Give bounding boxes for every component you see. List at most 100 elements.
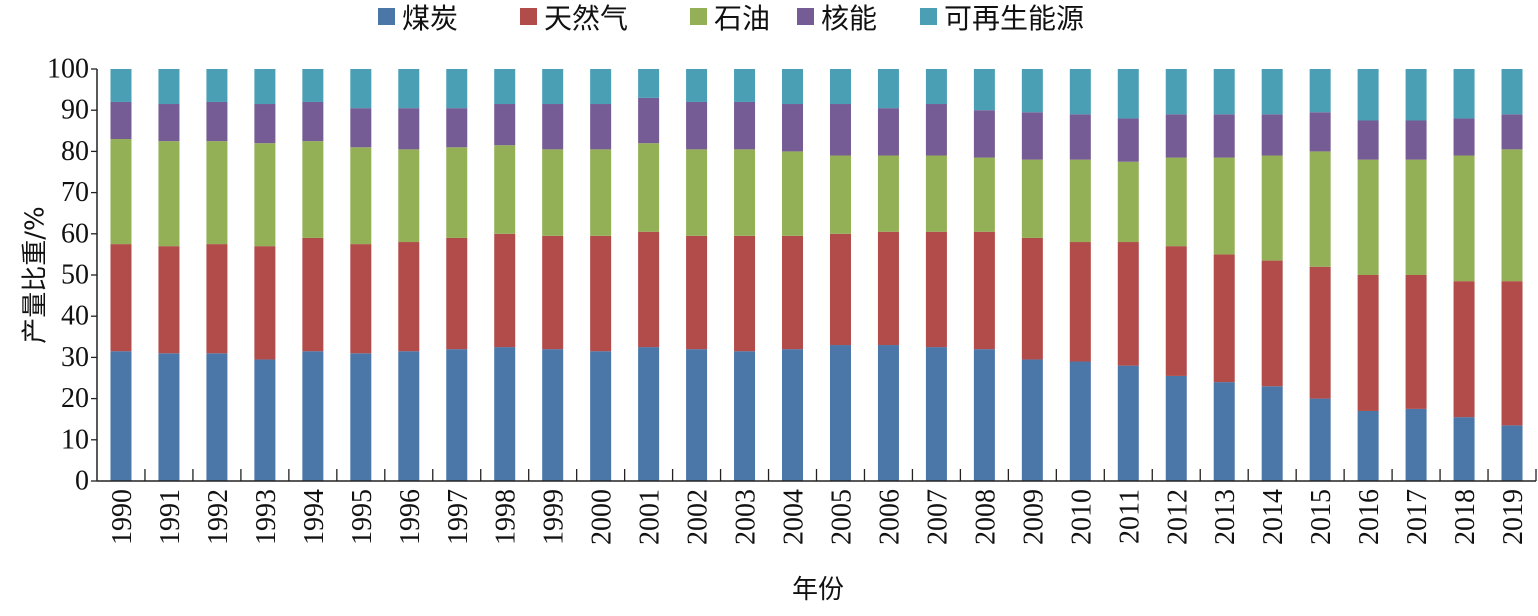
bar-segment-3-1997: [446, 108, 468, 148]
bar-segment-0-2010: [1069, 361, 1091, 481]
legend-label: 核能: [821, 2, 877, 35]
bar-segment-1-1998: [494, 233, 516, 348]
x-tick-label: 2016: [1354, 489, 1385, 545]
x-tick-label: 2018: [1450, 489, 1481, 545]
bar-segment-4-2010: [1069, 69, 1091, 115]
y-tick-label: 60: [61, 218, 89, 249]
bar-segment-0-1996: [398, 351, 420, 481]
y-tick-label: 90: [61, 95, 89, 126]
bar-segment-4-1994: [302, 69, 324, 102]
bar-segment-4-2006: [877, 69, 899, 109]
x-tick-label: 2017: [1402, 489, 1433, 545]
bar-segment-1-2017: [1405, 275, 1427, 409]
bar-segment-3-2002: [686, 101, 708, 150]
bar-segment-1-2013: [1213, 254, 1235, 383]
bar-segment-2-2008: [973, 157, 995, 232]
bar-segment-3-1998: [494, 104, 516, 146]
bar-segment-1-2016: [1357, 275, 1379, 411]
bar-segment-0-2019: [1501, 425, 1523, 481]
bar-segment-4-2012: [1165, 69, 1187, 115]
bar-segment-4-1998: [494, 69, 516, 105]
x-tick-label: 1998: [491, 489, 522, 545]
x-tick-label: 1999: [539, 489, 570, 545]
bar-segment-4-1991: [158, 69, 180, 105]
bar-segment-3-1999: [542, 104, 564, 150]
bar-segment-0-2018: [1453, 417, 1475, 481]
bar-segment-2-2011: [1117, 161, 1139, 243]
bar-segment-0-2006: [877, 345, 899, 481]
y-tick-label: 0: [75, 466, 89, 497]
bar-segment-2-1994: [302, 141, 324, 238]
bar-segment-1-1990: [110, 244, 132, 352]
bar-segment-1-2003: [734, 235, 756, 352]
bar-segment-3-2013: [1213, 114, 1235, 158]
bar-segment-3-1996: [398, 108, 420, 150]
x-tick-label: 2003: [731, 489, 762, 545]
bar-segment-4-2002: [686, 69, 708, 102]
legend: 煤炭 天然气 石油 核能 可再生能源: [378, 2, 1084, 35]
x-tick-label: 2004: [779, 489, 810, 545]
bar-segment-3-2014: [1261, 114, 1283, 156]
bar-segment-3-1991: [158, 104, 180, 142]
bar-segment-4-2013: [1213, 69, 1235, 115]
bar-segment-3-1995: [350, 108, 372, 148]
bar-segment-2-2002: [686, 149, 708, 236]
bar-segment-3-2011: [1117, 118, 1139, 162]
bar-segment-3-2003: [734, 101, 756, 150]
x-tick-label: 2000: [587, 489, 618, 545]
x-tick-label: 1990: [107, 489, 138, 545]
x-tick-label: 2010: [1066, 489, 1097, 545]
x-axis-label: 年份: [792, 575, 844, 605]
bar-segment-3-2010: [1069, 114, 1091, 160]
bar-segment-2-2010: [1069, 159, 1091, 243]
bar-segment-1-2014: [1261, 260, 1283, 387]
x-tick-label: 1994: [299, 489, 330, 545]
bar-segment-0-2011: [1117, 365, 1139, 481]
x-tick-label: 2012: [1162, 489, 1193, 545]
bar-segment-0-2014: [1261, 386, 1283, 481]
x-tick-label: 1995: [347, 489, 378, 545]
y-tick-label: 10: [61, 424, 89, 455]
bar-segment-3-2006: [877, 108, 899, 156]
bar-segment-0-1995: [350, 353, 372, 481]
y-tick-label: 30: [61, 342, 89, 373]
bar-segment-2-1996: [398, 149, 420, 243]
axes: 1990 1991 1992 1993 1994 1995 1996 1997 1998 1999…: [47, 54, 1537, 545]
x-tick-label: 1992: [203, 489, 234, 545]
bar-segment-1-2012: [1165, 246, 1187, 376]
bar-segment-4-2008: [973, 69, 995, 111]
bar-segment-4-2003: [734, 69, 756, 102]
bar-segment-2-2013: [1213, 157, 1235, 255]
bar-segment-4-2014: [1261, 69, 1283, 115]
bar-segment-4-2001: [638, 69, 660, 98]
bar-segment-3-2018: [1453, 118, 1475, 156]
x-tick-label: 1997: [443, 489, 474, 545]
bar-segment-3-2015: [1309, 112, 1331, 152]
bar-segment-3-2009: [1021, 112, 1043, 160]
bar-segment-2-2018: [1453, 155, 1475, 282]
y-axis-label: 产量比重/%: [21, 206, 51, 343]
bar-segment-2-2016: [1357, 159, 1379, 275]
x-tick-label: 2019: [1498, 489, 1529, 545]
bar-segment-2-2000: [590, 149, 612, 236]
x-tick-label: 2001: [635, 489, 666, 545]
bar-segment-1-1992: [206, 244, 228, 354]
bar-segment-0-1999: [542, 349, 564, 481]
x-tick-label: 2014: [1258, 489, 1289, 545]
bar-segment-0-2003: [734, 351, 756, 481]
bar-segment-2-2009: [1021, 159, 1043, 238]
bar-segment-4-2011: [1117, 69, 1139, 119]
bar-segment-0-2008: [973, 349, 995, 481]
bar-segment-2-2004: [782, 151, 804, 236]
bar-segment-0-1994: [302, 351, 324, 481]
legend-label: 煤炭: [402, 2, 458, 35]
bar-segment-4-1990: [110, 69, 132, 102]
bar-segment-2-2003: [734, 149, 756, 236]
x-tick-label: 2005: [826, 489, 857, 545]
bar-segment-1-2001: [638, 231, 660, 348]
bar-segment-2-1999: [542, 149, 564, 236]
bar-segment-3-2005: [829, 104, 851, 156]
bar-segment-4-2007: [925, 69, 947, 105]
y-tick-label: 20: [61, 383, 89, 414]
y-tick-label: 40: [61, 301, 89, 332]
